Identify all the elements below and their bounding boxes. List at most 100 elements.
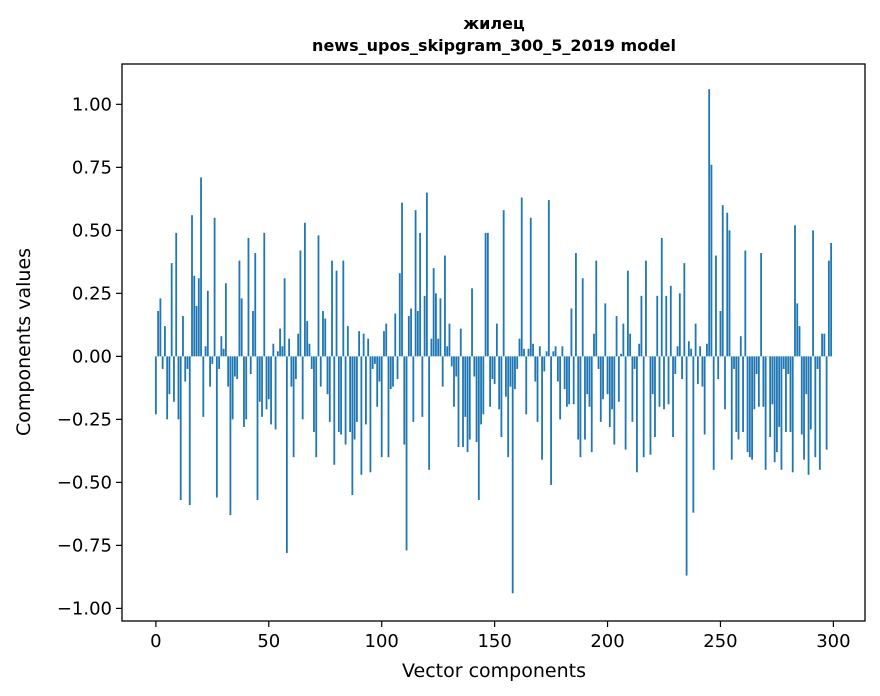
bar-128 [444,255,446,357]
bar-5 [166,356,169,420]
bar-164 [525,356,528,415]
bar-201 [608,356,611,427]
bar-224 [660,237,663,357]
bar-143 [477,356,480,501]
bar-148 [489,356,492,407]
bar-291 [812,230,814,357]
bar-169 [536,356,539,422]
bar-206 [620,353,622,357]
bar-177 [554,346,557,357]
bar-45 [256,356,259,501]
bar-204 [615,316,618,357]
bar-192 [588,356,591,407]
bar-265 [753,356,756,410]
bar-152 [498,356,501,410]
bar-153 [500,356,503,438]
bar-140 [471,288,473,357]
bar-91 [360,356,363,475]
bar-89 [355,356,358,422]
bar-93 [365,356,367,425]
bar-21 [202,356,205,417]
bar-7 [170,263,173,357]
bar-67 [306,321,309,357]
bar-46 [258,356,261,402]
bar-286 [800,356,803,435]
bar-212 [633,356,636,369]
bar-108 [398,273,401,357]
bar-13 [184,356,187,382]
bar-59 [288,338,291,357]
bar-0 [154,356,157,415]
bar-27 [215,356,218,498]
bar-48 [263,232,266,357]
bar-208 [624,356,627,450]
bar-258 [737,356,740,440]
y-axis-label: Components values [13,248,35,436]
bar-275 [776,356,778,453]
bar-2 [159,298,162,357]
bar-117 [419,232,422,357]
bar-297 [825,356,828,450]
bar-103 [387,356,390,458]
bar-12 [182,316,184,357]
bar-124 [435,293,437,357]
bar-121 [428,356,431,470]
bar-135 [459,328,462,357]
bar-156 [507,356,510,458]
bar-54 [276,351,279,357]
bar-292 [814,356,817,458]
bar-77 [328,356,331,422]
bar-223 [658,356,661,407]
bar-263 [748,356,751,458]
bar-242 [701,356,704,387]
bar-101 [383,331,385,357]
bar-158 [511,356,514,594]
bar-239 [694,323,697,357]
bar-186 [575,253,577,357]
bar-293 [816,356,819,369]
bar-15 [188,356,191,506]
bar-259 [739,336,742,357]
x-tick-label: 100 [365,631,399,652]
bar-63 [297,333,300,357]
bar-247 [712,356,715,470]
bar-123 [432,268,435,357]
bar-250 [719,311,722,357]
bar-102 [385,323,388,357]
bar-87 [351,356,354,495]
bar-216 [642,356,645,458]
bar-33 [229,356,232,516]
bar-35 [234,356,236,377]
bar-43 [252,311,254,357]
bar-94 [367,338,370,357]
bar-28 [218,356,221,369]
y-axis-ticks: −1.00 −0.75 −0.50 −0.25 0.00 0.25 0.50 0.75 1.00 [57,94,122,619]
bar-236 [687,341,690,357]
bar-40 [245,356,248,420]
bar-166 [529,217,532,357]
bar-288 [805,356,808,395]
bar-246 [710,164,713,357]
bar-120 [425,192,428,357]
bar-220 [651,356,654,395]
bar-150 [493,356,496,385]
y-tick-label: −0.50 [57,472,112,493]
bar-251 [721,205,724,357]
bar-267 [757,356,760,407]
bar-180 [561,346,564,357]
bar-232 [678,293,681,357]
bar-30 [222,348,225,357]
bar-188 [579,356,582,458]
bar-222 [656,295,659,357]
bar-50 [267,356,270,400]
y-tick-label: 0.50 [72,220,112,241]
bar-273 [771,356,774,405]
bar-36 [236,356,239,380]
bar-229 [672,356,674,438]
bar-165 [527,348,530,357]
bar-99 [378,356,381,382]
bar-194 [593,333,595,357]
bar-29 [220,336,223,357]
bar-14 [186,356,189,369]
bar-197 [599,356,602,422]
